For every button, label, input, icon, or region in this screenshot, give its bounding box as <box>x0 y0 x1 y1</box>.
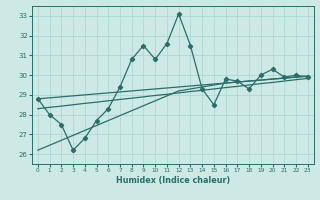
X-axis label: Humidex (Indice chaleur): Humidex (Indice chaleur) <box>116 176 230 185</box>
